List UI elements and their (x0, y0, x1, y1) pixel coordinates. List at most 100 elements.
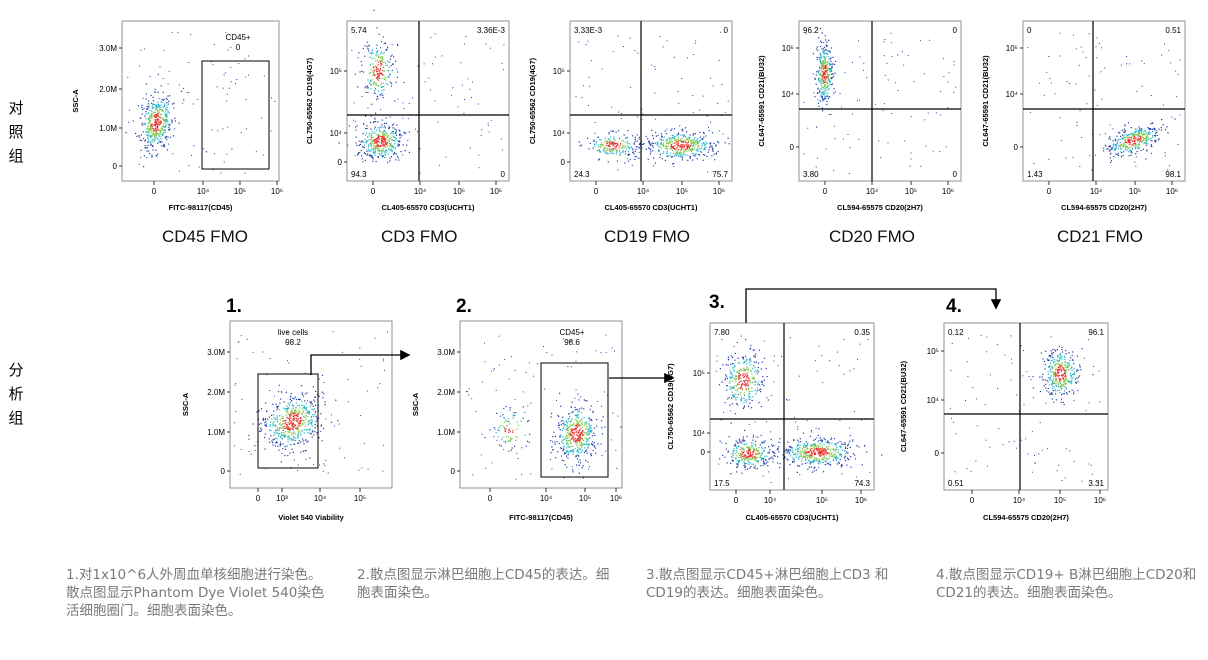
quadrant-value-bottom-right: 75.7 (712, 170, 728, 179)
plot-cd45-gate: 0 10⁴ 10⁵ 10⁶ 3.0M 2.0M 1.0M 0 FITC-98117(CD45) S… (410, 315, 628, 527)
density-dots (948, 334, 1101, 483)
quadrant-value-bottom-left: 17.5 (714, 479, 730, 488)
gate-label: CD45+ (225, 33, 250, 42)
quadrant-value-bottom-left: 94.3 (351, 170, 367, 179)
y-tick-label: 3.0M (99, 44, 117, 53)
x-tick-label: 10⁵ (816, 496, 828, 505)
x-tick-label: 10⁴ (314, 494, 327, 503)
density-dots (1027, 32, 1181, 171)
density-dots (234, 331, 388, 475)
y-axis-label: CL750-65562 CD19(4G7) (528, 57, 537, 144)
y-tick-label: 2.0M (207, 388, 225, 397)
y-axis-label: SSC-A (71, 89, 80, 113)
y-tick-label: 10⁵ (927, 347, 939, 356)
y-tick-label: 3.0M (437, 348, 455, 357)
y-tick-label: 1.0M (99, 124, 117, 133)
quadrant-value-top-right: 3.36E-3 (477, 26, 506, 35)
plot-frame (709, 322, 875, 491)
x-tick-label: 10⁵ (234, 187, 246, 196)
y-tick-label: 0 (790, 143, 795, 152)
y-tick-label: 0 (113, 162, 118, 171)
quadrant-value-bottom-left: 24.3 (574, 170, 590, 179)
x-tick-label: 10⁶ (610, 494, 622, 503)
plot-title-cd3-fmo: CD3 FMO (381, 227, 458, 246)
arrow-1-to-2 (310, 349, 411, 375)
x-tick-label: 10⁶ (855, 496, 867, 505)
y-axis-label: CL647-65591 CD21(BU32) (899, 360, 908, 452)
quadrant-value-bottom-right: 3.31 (1088, 479, 1104, 488)
y-tick-label: 10⁴ (693, 429, 706, 438)
y-tick-label: 0 (935, 449, 940, 458)
step-label-4: 4. (946, 296, 962, 317)
plot-cd45-fmo: 0 10⁴ 10⁵ 10⁶ 3.0M 2.0M 1.0M 0 FITC-98117(CD45) S… (70, 18, 283, 218)
quadrant-value-top-right: 96.1 (1088, 328, 1104, 337)
plot-svg-cd20-cd21: 0 10⁴ 10⁵ 10⁶ 10⁵ 10⁴ 0 CL594-65575 CD20(2H7) CL… (899, 322, 1109, 522)
quadrant-value-bottom-left: 3.80 (803, 170, 819, 179)
quadrant-value-top-left: 96.2 (803, 26, 819, 35)
quadrant-value-top-right: 0.51 (1165, 26, 1181, 35)
gate-value: 98.6 (564, 338, 580, 347)
y-tick-label: 10⁵ (782, 44, 794, 53)
quadrant-value-top-right: 0 (953, 26, 958, 35)
x-tick-label: 10⁴ (637, 187, 650, 196)
x-tick-label: 0 (594, 187, 599, 196)
gate-rectangle (540, 362, 609, 478)
step-label-1: 1. (226, 296, 242, 317)
x-tick-label: 10⁴ (866, 187, 879, 196)
x-tick-label: 0 (256, 494, 261, 503)
row-label-control: 对照组 (8, 99, 24, 165)
y-tick-label: 0 (1014, 143, 1019, 152)
gate-label: CD45+ (559, 328, 584, 337)
y-tick-label: 10⁴ (1006, 90, 1019, 99)
y-tick-label: 3.0M (207, 348, 225, 357)
x-tick-label: 0 (1047, 187, 1052, 196)
x-tick-label: 10⁴ (197, 187, 210, 196)
plot-title-cd20-fmo: CD20 FMO (829, 227, 915, 246)
plot-frame (798, 20, 962, 182)
x-axis-label: CL594-65575 CD20(2H7) (1061, 203, 1147, 212)
density-dots (715, 335, 883, 483)
density-dots (465, 334, 622, 480)
plot-frame (1022, 20, 1186, 182)
x-tick-label: 10⁵ (579, 494, 591, 503)
y-tick-label: 10⁴ (553, 129, 566, 138)
x-axis-label: CL405-65570 CD3(UCHT1) (605, 203, 698, 212)
x-tick-label: 10⁴ (414, 187, 427, 196)
x-axis-label: Violet 540 Viability (278, 513, 344, 522)
x-tick-label: 0 (152, 187, 157, 196)
gate-rectangle (257, 373, 319, 469)
gate-rectangle (201, 60, 270, 170)
x-tick-label: 10⁶ (942, 187, 954, 196)
y-axis-label: CL750-65562 CD19(4G7) (305, 57, 314, 144)
quadrant-value-bottom-right: 0 (501, 170, 506, 179)
x-tick-label: 0 (488, 494, 493, 503)
plot-title-cd21-fmo: CD21 FMO (1057, 227, 1143, 246)
row-label-analysis: 分析组 (8, 361, 24, 427)
gate-value: 0 (236, 43, 241, 52)
plot-cd20-fmo: 0 10⁴ 10⁵ 10⁶ 10⁵ 10⁴ 0 CL594-65575 CD20(2H7) CL… (754, 18, 966, 218)
plot-cd21-fmo: 0 10⁴ 10⁵ 10⁶ 10⁵ 10⁴ 0 CL594-65575 CD20(2H7) CL… (978, 18, 1190, 218)
x-axis-label: FITC-98117(CD45) (509, 513, 573, 522)
plot-svg-cd20-fmo: 0 10⁴ 10⁵ 10⁶ 10⁵ 10⁴ 0 CL594-65575 CD20(2H7) CL… (757, 20, 962, 212)
x-tick-label: 0 (371, 187, 376, 196)
y-tick-label: 0 (701, 448, 706, 457)
y-tick-label: 0 (451, 467, 456, 476)
plot-frame (121, 20, 280, 182)
x-tick-label: 10⁵ (905, 187, 917, 196)
caption-2: 2.散点图显示淋巴细胞上CD45的表达。细胞表面染色。 (357, 567, 610, 601)
x-tick-label: 0 (823, 187, 828, 196)
x-tick-label: 10³ (276, 494, 288, 503)
y-tick-label: 0 (561, 158, 566, 167)
x-tick-label: 10⁵ (1054, 496, 1066, 505)
caption-1: 1.对1x10^6人外周血单核细胞进行染色。散点图显示Phantom Dye V… (66, 567, 325, 619)
y-axis-label: CL647-65591 CD21(BU32) (981, 55, 990, 147)
x-axis-label: CL594-65575 CD20(2H7) (837, 203, 923, 212)
y-axis-label: SSC-A (411, 392, 420, 416)
y-tick-label: 2.0M (99, 85, 117, 94)
plot-cd3-cd19: 0 10⁴ 10⁵ 10⁶ 10⁵ 10⁴ 0 CL405-65570 CD3(UCHT1) C… (666, 315, 885, 527)
plot-title-cd19-fmo: CD19 FMO (604, 227, 690, 246)
quadrant-value-top-left: 7.80 (714, 328, 730, 337)
x-tick-label: 10⁶ (1166, 187, 1178, 196)
quadrant-value-bottom-left: 0.51 (948, 479, 964, 488)
